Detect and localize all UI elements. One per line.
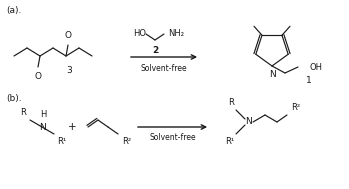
Text: H: H xyxy=(40,110,46,119)
Text: 3: 3 xyxy=(66,66,72,75)
Text: 2: 2 xyxy=(152,46,158,55)
Text: +: + xyxy=(68,122,76,132)
Text: R²: R² xyxy=(291,103,300,112)
Text: NH₂: NH₂ xyxy=(168,29,184,39)
Text: 1: 1 xyxy=(306,76,312,85)
Text: OH: OH xyxy=(310,63,323,71)
Text: R: R xyxy=(20,108,26,117)
Text: Solvent-free: Solvent-free xyxy=(149,133,196,142)
Text: N: N xyxy=(269,70,275,79)
Text: R²: R² xyxy=(122,137,131,146)
Text: HO: HO xyxy=(133,29,146,39)
Text: O: O xyxy=(35,72,42,81)
Text: N: N xyxy=(39,122,45,132)
Text: (b).: (b). xyxy=(6,94,22,103)
Text: R: R xyxy=(228,98,234,107)
Text: O: O xyxy=(65,31,72,40)
Text: R¹: R¹ xyxy=(225,137,234,146)
Text: Solvent-free: Solvent-free xyxy=(141,64,187,73)
Text: N: N xyxy=(245,118,251,126)
Text: (a).: (a). xyxy=(6,6,21,15)
Text: R¹: R¹ xyxy=(57,137,66,146)
